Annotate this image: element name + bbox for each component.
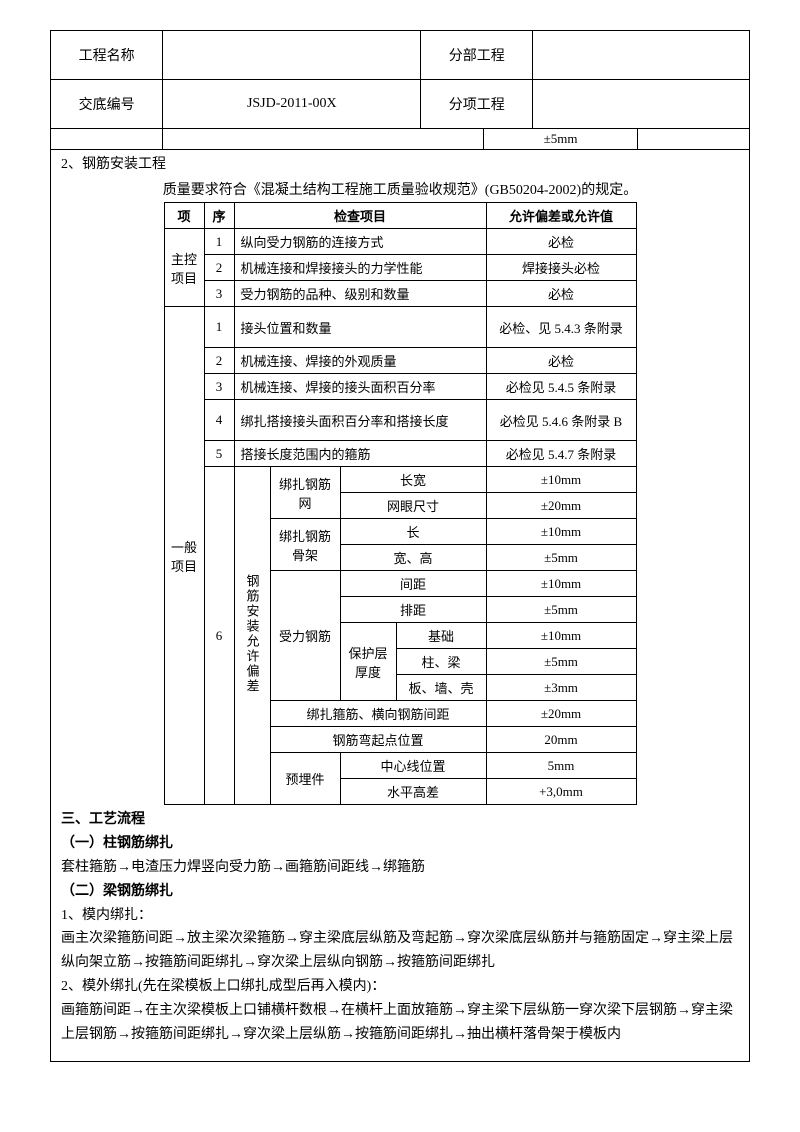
n: 1 — [204, 307, 234, 348]
header-table: 工程名称 分部工程 交底编号 JSJD-2011-00X 分项工程 — [51, 31, 749, 129]
th: 项 — [164, 203, 204, 229]
th: 允许偏差或允许值 — [486, 203, 636, 229]
group: 主控项目 — [164, 229, 204, 307]
hdr-val: JSJD-2011-00X — [163, 80, 421, 129]
sub-item: 中心线位置 — [340, 753, 486, 779]
item: 机械连接、焊接的外观质量 — [234, 348, 486, 374]
sub-item: 长 — [340, 519, 486, 545]
n: 1 — [204, 229, 234, 255]
item: 绑扎搭接接头面积百分率和搭接长度 — [234, 400, 486, 441]
page-frame: 工程名称 分部工程 交底编号 JSJD-2011-00X 分项工程 ±5mm 2… — [50, 30, 750, 1062]
intro-line: 2、钢筋安装工程 — [61, 154, 739, 176]
th: 检查项目 — [234, 203, 486, 229]
item: 接头位置和数量 — [234, 307, 486, 348]
hdr-label: 分项工程 — [421, 80, 533, 129]
val: 必检 — [486, 281, 636, 307]
proc-p: 画主次梁箍筋间距→放主梁次梁箍筋→穿主梁底层纵筋及弯起筋→穿次梁底层纵筋并与箍筋… — [61, 927, 739, 975]
val: 必检见 5.4.7 条附录 — [486, 441, 636, 467]
val: 必检见 5.4.5 条附录 — [486, 374, 636, 400]
val: ±5mm — [486, 545, 636, 571]
vert-label: 钢筋安装允许偏差 — [234, 467, 270, 805]
sub-item: 网眼尺寸 — [340, 493, 486, 519]
sub-item: 排距 — [340, 597, 486, 623]
hdr-label: 工程名称 — [51, 31, 163, 80]
small-val: ±5mm — [484, 129, 638, 150]
sub-item: 板、墙、壳 — [396, 675, 486, 701]
sub-item: 柱、梁 — [396, 649, 486, 675]
small-row: ±5mm — [51, 129, 749, 150]
val: 20mm — [486, 727, 636, 753]
val: +3,0mm — [486, 779, 636, 805]
sub-item: 长宽 — [340, 467, 486, 493]
val: 5mm — [486, 753, 636, 779]
sub-item: 绑扎箍筋、横向钢筋间距 — [270, 701, 486, 727]
hdr-val — [533, 80, 749, 129]
n: 6 — [204, 467, 234, 805]
item: 机械连接和焊接接头的力学性能 — [234, 255, 486, 281]
item: 纵向受力钢筋的连接方式 — [234, 229, 486, 255]
val: 必检 — [486, 229, 636, 255]
hdr-val — [533, 31, 749, 80]
proc-p: 1、模内绑扎： — [61, 904, 739, 928]
val: ±5mm — [486, 649, 636, 675]
proc-p: 画箍筋间距→在主次梁模板上口铺横杆数根→在横杆上面放箍筋→穿主梁下层纵筋一穿次梁… — [61, 999, 739, 1047]
sub-item: 宽、高 — [340, 545, 486, 571]
val: ±20mm — [486, 701, 636, 727]
sub-label: 绑扎钢筋骨架 — [270, 519, 340, 571]
val: 必检见 5.4.6 条附录 B — [486, 400, 636, 441]
hdr-label: 分部工程 — [421, 31, 533, 80]
sub-item: 基础 — [396, 623, 486, 649]
val: ±5mm — [486, 597, 636, 623]
n: 3 — [204, 281, 234, 307]
proc-p: 2、模外绑扎(先在梁模板上口绑扎成型后再入模内)： — [61, 975, 739, 999]
pl-label: 保护层厚度 — [340, 623, 396, 701]
hdr-val — [163, 31, 421, 80]
proc-p: 套柱箍筋→电渣压力焊竖向受力筋→画箍筋间距线→绑箍筋 — [61, 856, 739, 880]
val: ±3mm — [486, 675, 636, 701]
sub-label: 预埋件 — [270, 753, 340, 805]
hdr-label: 交底编号 — [51, 80, 163, 129]
val: 必检 — [486, 348, 636, 374]
val: 必检、见 5.4.3 条附录 — [486, 307, 636, 348]
val: ±10mm — [486, 623, 636, 649]
item: 受力钢筋的品种、级别和数量 — [234, 281, 486, 307]
sub-item: 钢筋弯起点位置 — [270, 727, 486, 753]
item: 机械连接、焊接的接头面积百分率 — [234, 374, 486, 400]
spec-table: 项 序 检查项目 允许偏差或允许值 主控项目 1 纵向受力钢筋的连接方式 必检 … — [164, 202, 637, 805]
n: 4 — [204, 400, 234, 441]
group: 一般项目 — [164, 307, 204, 805]
proc-h2: （二）梁钢筋绑扎 — [61, 880, 739, 904]
n: 2 — [204, 255, 234, 281]
intro-caption: 质量要求符合《混凝土结构工程施工质量验收规范》(GB50204-2002)的规定… — [61, 179, 739, 199]
proc-h1: （一）柱钢筋绑扎 — [61, 832, 739, 856]
sub-label: 绑扎钢筋网 — [270, 467, 340, 519]
val: ±10mm — [486, 571, 636, 597]
sub-label: 受力钢筋 — [270, 571, 340, 701]
n: 3 — [204, 374, 234, 400]
n: 5 — [204, 441, 234, 467]
item: 搭接长度范围内的箍筋 — [234, 441, 486, 467]
val: ±10mm — [486, 467, 636, 493]
th: 序 — [204, 203, 234, 229]
val: ±20mm — [486, 493, 636, 519]
n: 2 — [204, 348, 234, 374]
val: ±10mm — [486, 519, 636, 545]
val: 焊接接头必检 — [486, 255, 636, 281]
proc-title: 三、工艺流程 — [61, 808, 739, 832]
sub-item: 间距 — [340, 571, 486, 597]
sub-item: 水平高差 — [340, 779, 486, 805]
